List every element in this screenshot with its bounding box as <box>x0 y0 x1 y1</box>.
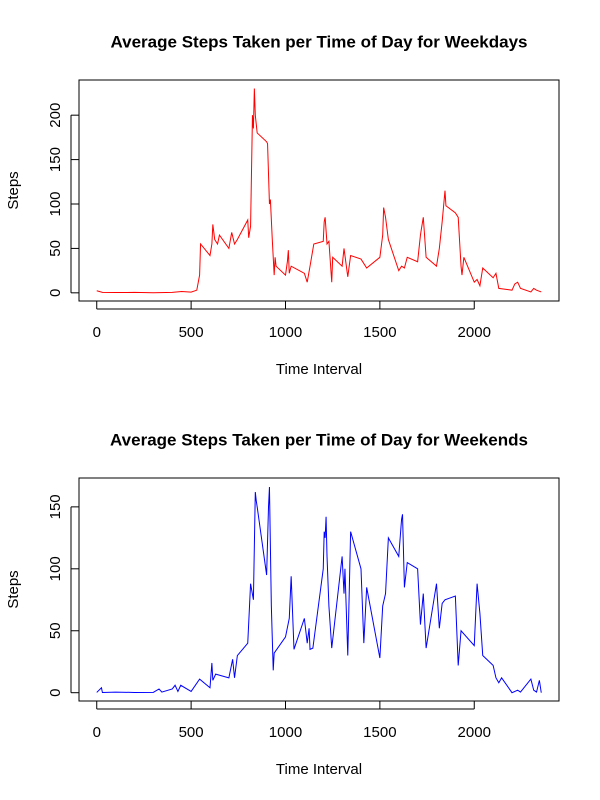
chart-title: Average Steps Taken per Time of Day for … <box>110 430 528 449</box>
x-tick-label: 1000 <box>269 724 302 741</box>
x-tick-label: 500 <box>179 724 204 741</box>
y-tick-label: 200 <box>47 103 64 128</box>
chart-title: Average Steps Taken per Time of Day for … <box>111 32 528 51</box>
y-axis-label: Steps <box>5 171 22 209</box>
x-tick-label: 2000 <box>458 724 491 741</box>
x-tick-label: 1500 <box>363 324 396 341</box>
y-tick-label: 100 <box>47 191 64 216</box>
y-tick-label: 100 <box>47 556 64 581</box>
data-line <box>96 487 542 694</box>
x-tick-label: 0 <box>93 324 101 341</box>
x-axis-label: Time Interval <box>276 361 362 378</box>
y-tick-label: 50 <box>47 622 64 639</box>
y-tick-label: 0 <box>47 689 64 697</box>
data-line <box>96 88 542 294</box>
y-axis-label: Steps <box>5 570 22 608</box>
x-axis-label: Time Interval <box>276 761 362 778</box>
y-tick-label: 50 <box>47 240 64 257</box>
y-tick-label: 150 <box>47 494 64 519</box>
y-tick-label: 150 <box>47 147 64 172</box>
plot-frame <box>78 79 560 302</box>
x-tick-label: 500 <box>179 324 204 341</box>
x-tick-label: 0 <box>93 724 101 741</box>
y-tick-label: 0 <box>47 289 64 297</box>
plot-frame <box>78 477 560 702</box>
x-tick-label: 2000 <box>458 324 491 341</box>
x-tick-label: 1000 <box>269 324 302 341</box>
x-tick-label: 1500 <box>363 724 396 741</box>
